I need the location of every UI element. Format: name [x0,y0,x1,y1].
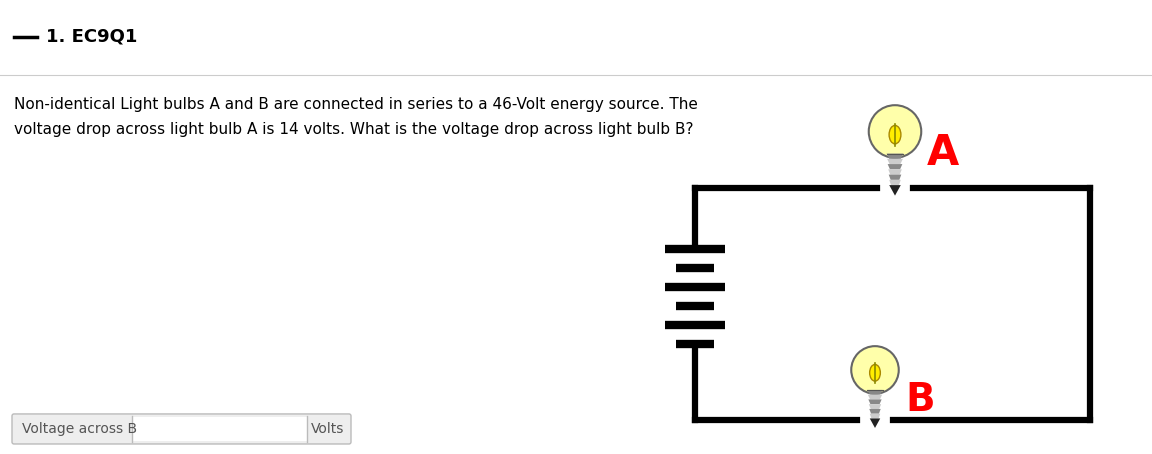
Polygon shape [888,175,901,180]
Polygon shape [869,404,881,409]
Polygon shape [870,419,880,428]
Polygon shape [888,164,902,169]
Bar [132,417,306,441]
Ellipse shape [870,365,880,381]
Ellipse shape [889,125,901,144]
Text: A: A [927,132,960,173]
Polygon shape [870,409,880,414]
Text: Volts: Volts [311,422,344,436]
Text: Voltage across B: Voltage across B [22,422,137,436]
Polygon shape [887,153,903,159]
Polygon shape [887,159,903,164]
Polygon shape [889,185,901,196]
Polygon shape [870,414,880,419]
FancyBboxPatch shape [12,414,351,444]
Polygon shape [867,390,882,395]
Text: voltage drop across light bulb A is 14 volts. What is the voltage drop across li: voltage drop across light bulb A is 14 v… [14,122,694,137]
Text: Non-identical Light bulbs A and B are connected in series to a 46-Volt energy so: Non-identical Light bulbs A and B are co… [14,98,698,113]
Circle shape [851,346,899,394]
Text: B: B [905,381,934,419]
Circle shape [869,105,922,158]
Polygon shape [869,400,881,404]
Polygon shape [889,180,901,185]
Polygon shape [888,169,902,175]
Polygon shape [867,395,882,400]
Text: 1. EC9Q1: 1. EC9Q1 [46,28,137,45]
